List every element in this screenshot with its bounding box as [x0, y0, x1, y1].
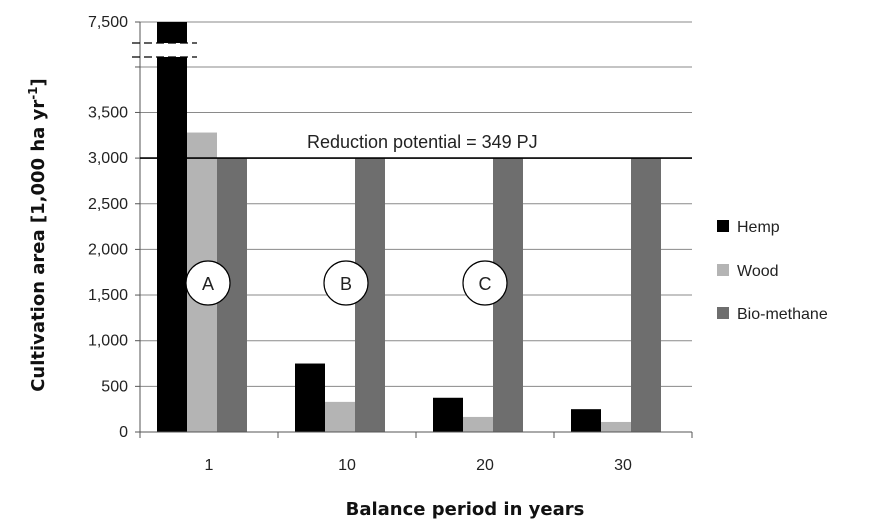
y-tick-label: 1,000 [88, 333, 128, 350]
bar-hemp-10 [295, 363, 325, 432]
bar-wood-10 [325, 401, 355, 432]
legend-swatch [717, 264, 729, 276]
legend-swatch [717, 220, 729, 232]
circle-markers: A B C [185, 260, 508, 306]
bar-wood-20 [463, 416, 493, 432]
legend: Hemp Wood Bio-methane [717, 219, 828, 323]
y-tick-label: 7,500 [88, 14, 128, 31]
axis-break [132, 42, 197, 58]
y-tick-label: 3,500 [88, 104, 128, 121]
reference-line-label: Reduction potential = 349 PJ [307, 132, 538, 152]
bar-wood-30 [601, 421, 631, 432]
marker-circle [185, 260, 231, 306]
x-tick-label: 10 [338, 457, 356, 474]
y-tick-label: 2,500 [88, 196, 128, 213]
marker-C: C [462, 260, 508, 306]
y-axis-title: Cultivation area [1,000 ha yr-1] [26, 78, 49, 392]
bar-hemp-20 [433, 397, 463, 432]
legend-label: Hemp [737, 219, 780, 236]
y-axis-title-main: Cultivation area [1,000 ha yr [28, 100, 49, 392]
marker-circle [323, 260, 369, 306]
bars [157, 22, 661, 432]
y-tick-label: 500 [101, 378, 128, 395]
marker-label: A [202, 274, 214, 294]
legend-swatch [717, 307, 729, 319]
marker-B: B [323, 260, 369, 306]
marker-label: B [340, 274, 352, 294]
x-axis-title: Balance period in years [346, 499, 585, 520]
marker-A: A [185, 260, 231, 306]
y-axis-title-close: ] [28, 78, 49, 86]
bar-bio-methane-30 [631, 158, 661, 432]
y-tick-labels: 0 500 1,000 1,500 2,000 2,500 3,000 3,500 7,500 [88, 14, 128, 441]
legend-item-hemp: Hemp [717, 219, 780, 236]
y-tick-label: 0 [119, 424, 128, 441]
y-tick-label: 1,500 [88, 287, 128, 304]
legend-label: Wood [737, 263, 779, 280]
legend-label: Bio-methane [737, 306, 828, 323]
axes [135, 21, 693, 438]
x-tick-labels: 1 10 20 30 [205, 457, 632, 474]
x-tick-label: 20 [476, 457, 494, 474]
reference-line: Reduction potential = 349 PJ [140, 132, 692, 159]
bar-hemp-1 [157, 22, 187, 432]
marker-label: C [479, 274, 492, 294]
y-tick-label: 3,000 [88, 150, 128, 167]
x-tick-label: 1 [205, 457, 214, 474]
y-axis-title-superscript: -1 [26, 86, 40, 99]
legend-item-wood: Wood [717, 263, 779, 280]
x-tick-label: 30 [614, 457, 632, 474]
marker-circle [462, 260, 508, 306]
break-gap [155, 43, 189, 57]
bar-hemp-30 [571, 409, 601, 432]
legend-item-bio-methane: Bio-methane [717, 306, 828, 323]
y-tick-label: 2,000 [88, 241, 128, 258]
